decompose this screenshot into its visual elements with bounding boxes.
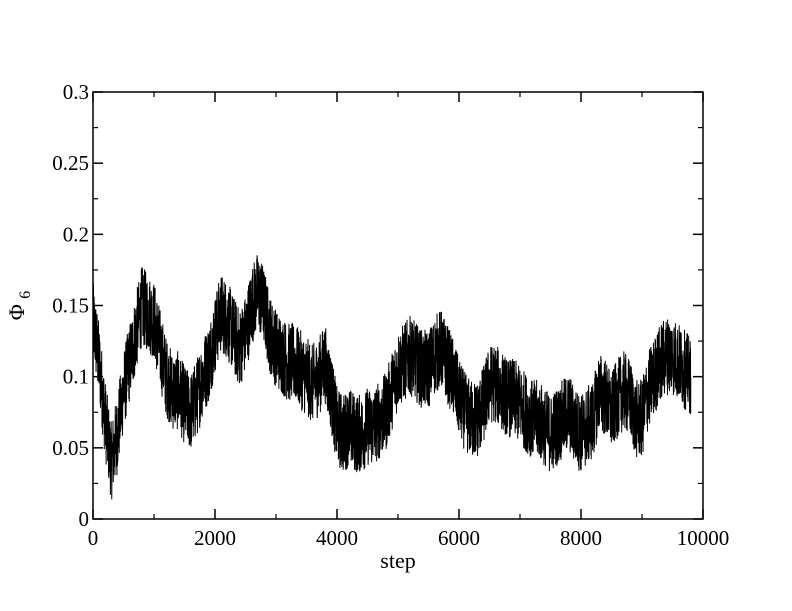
y-axis-label-subscript: 6 [17,291,34,299]
x-tick-label: 8000 [560,526,602,550]
y-tick-label: 0.15 [52,294,89,318]
x-tick-label: 10000 [677,526,730,550]
x-axis-label: step [380,548,415,573]
y-axis-label-main: Φ [4,304,29,320]
y-tick-label: 0.3 [63,80,89,104]
y-tick-label: 0.1 [63,365,89,389]
plot-area [92,255,692,500]
y-axis-label: Φ 6 [4,291,34,321]
x-tick-label: 4000 [316,526,358,550]
series-line-phi6 [92,255,692,500]
y-tick-label: 0.05 [52,436,89,460]
y-tick-label: 0.25 [52,151,89,175]
x-tick-label: 2000 [194,526,236,550]
x-tick-label: 6000 [438,526,480,550]
plot-frame [92,91,704,520]
axis-ticks: 0 2000 4000 6000 8000 10000 0 0.05 0.1 0.15 0.2 0.2… [52,80,729,550]
y-tick-label: 0.2 [63,222,89,246]
x-tick-label: 0 [88,526,99,550]
y-tick-label: 0 [79,507,90,531]
